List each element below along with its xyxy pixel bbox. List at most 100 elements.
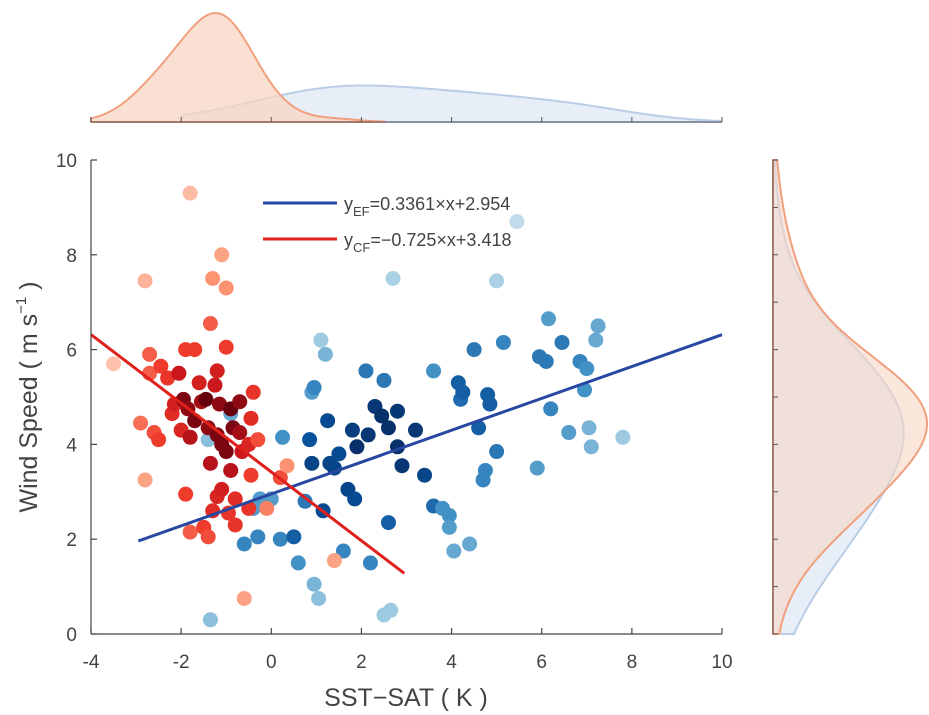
ef-point <box>320 413 336 429</box>
cf-point <box>178 486 194 502</box>
ef-point <box>347 491 363 507</box>
cf-point <box>214 247 230 263</box>
ef-point <box>344 422 360 438</box>
cf-point <box>223 462 239 478</box>
ef-point <box>376 372 392 388</box>
ef-point <box>441 519 457 535</box>
ef-point <box>331 446 347 462</box>
ef-point <box>615 429 631 445</box>
cf-point <box>137 273 153 289</box>
legend-cf-label: yCF=−0.725×x+3.418 <box>344 230 511 255</box>
ef-point <box>376 607 392 623</box>
cf-point <box>214 481 230 497</box>
x-tick-label: 0 <box>266 652 277 673</box>
cf-point <box>137 472 153 488</box>
ef-point <box>482 396 498 412</box>
right-cf-density-area <box>772 159 928 635</box>
ef-point <box>317 346 333 362</box>
ef-point <box>455 384 471 400</box>
cf-point <box>182 524 198 540</box>
cf-point <box>209 363 225 379</box>
ef-point <box>385 271 401 286</box>
ef-point <box>489 273 505 289</box>
y-tick-label: 10 <box>56 151 77 172</box>
y-axis-label-end: ) <box>15 281 43 296</box>
ef-point <box>466 342 482 358</box>
cf-point <box>205 271 221 286</box>
y-axis-label-superscript: −1 <box>13 297 30 314</box>
cf-point <box>207 377 223 393</box>
ef-point <box>408 422 424 438</box>
cf-point <box>236 590 252 606</box>
legend-cf-base: y <box>344 230 353 250</box>
ef-point <box>529 460 545 476</box>
ef-point <box>489 444 505 460</box>
cf-point <box>243 410 259 426</box>
ef-point <box>380 420 396 436</box>
cf-point <box>232 425 248 441</box>
cf-point <box>259 500 275 516</box>
cf-point <box>187 342 203 358</box>
ef-point <box>302 432 318 448</box>
ef-point <box>394 458 410 474</box>
legend-ef-base: y <box>344 194 353 214</box>
y-tick-label: 0 <box>66 625 77 646</box>
fit-lines <box>90 333 723 575</box>
right-marginal-density <box>772 159 928 635</box>
y-tick-label: 2 <box>66 530 77 551</box>
ef-point <box>581 420 597 436</box>
ef-point <box>588 332 604 348</box>
cf-point <box>250 432 266 448</box>
cf-point <box>279 458 295 474</box>
ef-point <box>306 380 322 396</box>
cf-point <box>106 356 122 372</box>
legend-cf-subscript: CF <box>353 240 370 255</box>
cf-point <box>191 375 207 391</box>
ef-point <box>335 543 351 559</box>
cf-point <box>227 491 243 507</box>
cf-point <box>243 467 259 483</box>
ef-point <box>250 529 266 545</box>
x-tick-label: -2 <box>173 652 190 673</box>
cf-point <box>202 316 218 332</box>
y-axis-label: Wind Speed ( m s−1 ) <box>13 281 43 512</box>
ef-point <box>446 543 462 559</box>
cf-point <box>142 346 158 362</box>
x-tick-label: 10 <box>711 652 732 673</box>
ef-point <box>543 401 559 417</box>
cf-point <box>218 280 234 296</box>
ef-point <box>311 590 327 606</box>
cf-point <box>182 185 198 201</box>
ef-point <box>358 363 374 379</box>
cf-point <box>151 432 167 448</box>
y-axis-ticks: 0 2 4 6 8 10 <box>56 151 97 646</box>
ef-point <box>360 427 376 443</box>
main-plot-area: -4 -2 0 2 4 6 8 10 0 2 4 6 8 10 <box>56 151 733 673</box>
x-tick-label: 2 <box>356 652 367 673</box>
cf-point <box>160 370 176 386</box>
ef-point <box>374 408 390 424</box>
ef-point <box>477 462 493 478</box>
ef-point <box>538 353 554 369</box>
ef-point <box>417 467 433 483</box>
cf-point <box>182 429 198 445</box>
ef-point <box>306 576 322 592</box>
ef-point <box>272 531 288 547</box>
ef-point <box>297 493 313 509</box>
cf-point <box>198 391 214 407</box>
cf-point <box>245 384 261 400</box>
cf-point <box>326 553 342 569</box>
ef-point <box>290 555 306 571</box>
top-cf-density-area <box>90 11 385 123</box>
right-density-ticks <box>773 159 778 635</box>
cf-point <box>202 455 218 471</box>
ef-point <box>426 363 442 379</box>
ef-point <box>362 555 378 571</box>
y-axis-label-main: Wind Speed ( m s <box>15 314 43 513</box>
ef-point <box>579 361 595 377</box>
x-axis-ticks: -4 -2 0 2 4 6 8 10 <box>83 628 733 673</box>
ef-point <box>349 439 365 455</box>
cf-point <box>153 358 169 374</box>
ef-point <box>554 334 570 350</box>
top-density-ticks <box>90 117 723 122</box>
